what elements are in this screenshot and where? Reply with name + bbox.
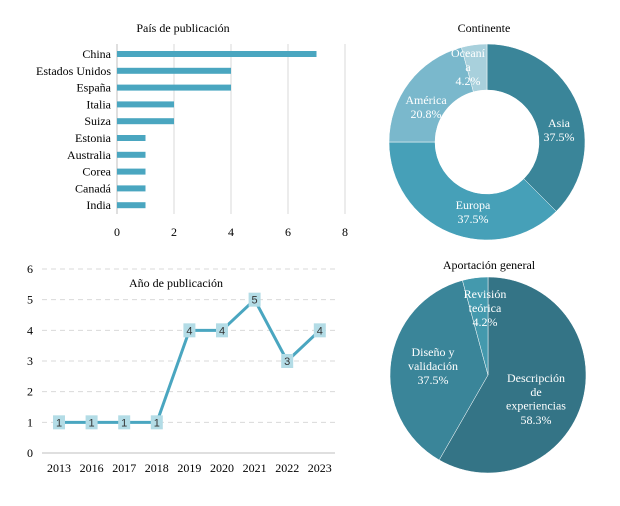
data-label: 4	[317, 325, 323, 337]
data-label-box-1	[85, 415, 98, 430]
y-category-label: Estonia	[75, 131, 112, 145]
slice-label: América	[405, 93, 447, 107]
data-label: 4	[186, 325, 192, 337]
slice-1	[388, 141, 557, 241]
x-tick-label: 8	[342, 225, 348, 239]
data-label: 4	[219, 325, 225, 337]
bar-4	[117, 118, 174, 125]
bar-chart-title: País de publicación	[136, 21, 229, 35]
bar-7	[117, 168, 146, 175]
bar-0	[117, 51, 317, 57]
x-tick-label: 2023	[308, 461, 332, 475]
y-tick-label: 3	[27, 354, 33, 368]
bar-1	[117, 67, 231, 74]
slice-label: Asia	[548, 116, 571, 130]
x-tick-label: 2017	[112, 461, 136, 475]
slice-2	[462, 276, 489, 376]
data-label: 3	[284, 356, 290, 368]
data-label: 5	[252, 295, 258, 307]
data-label: 1	[56, 417, 62, 429]
y-category-label: España	[76, 81, 111, 95]
pie-chart-title: Aportación general	[443, 258, 536, 272]
bar-9	[117, 202, 146, 209]
x-tick-label: 0	[114, 225, 120, 239]
y-category-label: Corea	[82, 165, 111, 179]
bar-8	[117, 185, 146, 192]
y-category-label: Estados Unidos	[36, 64, 111, 78]
x-tick-label: 2019	[177, 461, 201, 475]
x-tick-label: 2	[171, 225, 177, 239]
slice-value: 37.5%	[544, 130, 575, 144]
data-label: 1	[121, 417, 127, 429]
line-chart-title: Año de publicación	[129, 276, 223, 290]
slice-value: 37.5%	[418, 373, 449, 387]
x-tick-label: 2021	[243, 461, 267, 475]
slice-value: 4.2%	[456, 74, 481, 88]
x-tick-label: 2018	[145, 461, 169, 475]
slice-value: 20.8%	[411, 107, 442, 121]
slice-value: 58.3%	[521, 413, 552, 427]
data-label-box-0	[53, 415, 65, 430]
bar-3	[117, 101, 174, 108]
data-label-box-2	[118, 415, 131, 430]
y-tick-label: 1	[27, 415, 33, 429]
data-label: 1	[89, 417, 95, 429]
data-label-box-8	[313, 323, 326, 338]
y-tick-label: 2	[27, 385, 33, 399]
x-tick-label: 2016	[80, 461, 104, 475]
y-category-label: Australia	[67, 148, 112, 162]
y-tick-label: 0	[27, 446, 33, 460]
slice-label: Revisión teórica	[464, 287, 507, 315]
slice-0	[486, 43, 586, 212]
y-category-label: Suiza	[84, 114, 111, 128]
bar-6	[117, 151, 146, 158]
slice-label: Europa	[456, 198, 491, 212]
y-category-label: China	[82, 47, 111, 61]
y-category-label: India	[86, 198, 111, 212]
y-category-label: Italia	[86, 97, 111, 111]
bar-5	[117, 135, 146, 141]
data-label-box-5	[216, 323, 228, 338]
x-tick-label: 2022	[275, 461, 299, 475]
x-tick-label: 4	[228, 225, 234, 239]
bar-2	[117, 84, 231, 91]
donut-chart-title: Continente	[458, 21, 511, 35]
data-label-box-3	[150, 415, 163, 430]
y-tick-label: 5	[27, 293, 33, 307]
slice-1	[389, 280, 489, 461]
slice-label: Oceaní a	[451, 46, 486, 74]
data-label: 1	[154, 417, 160, 429]
x-tick-label: 2020	[210, 461, 234, 475]
slice-3	[461, 43, 488, 93]
x-tick-label: 6	[285, 225, 291, 239]
data-label-box-7	[281, 354, 294, 368]
data-label-box-6	[248, 292, 261, 307]
slice-label: Diseño y validación	[408, 345, 458, 373]
slice-value: 37.5%	[458, 212, 489, 226]
y-tick-label: 6	[27, 262, 33, 276]
slice-0	[438, 276, 587, 474]
slice-label: Descripción de experiencias	[506, 371, 566, 413]
x-tick-label: 2013	[47, 461, 71, 475]
y-category-label: Canadá	[75, 181, 112, 195]
data-label-box-4	[183, 323, 196, 338]
y-tick-label: 4	[27, 323, 33, 337]
slice-value: 4.2%	[473, 315, 498, 329]
